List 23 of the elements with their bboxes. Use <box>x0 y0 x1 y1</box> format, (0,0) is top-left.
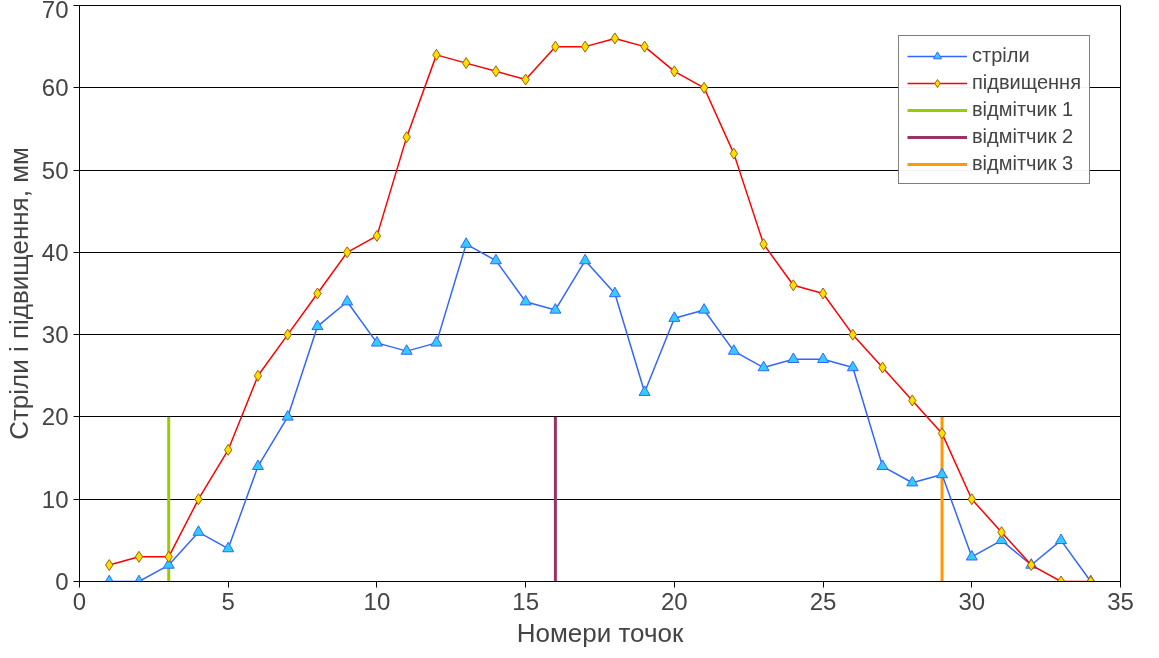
y-tick-label: 10 <box>41 485 69 513</box>
x-tick-label: 20 <box>661 587 688 615</box>
legend-label: відмітчик 2 <box>971 125 1074 148</box>
y-tick-label: 20 <box>41 403 69 431</box>
y-axis-title: Стріли і підвищення, мм <box>3 147 34 440</box>
y-tick-label: 60 <box>41 74 69 102</box>
x-tick-label: 10 <box>363 587 391 615</box>
x-tick-label: 0 <box>72 587 87 615</box>
x-tick-label: 5 <box>221 587 235 615</box>
y-tick-label: 0 <box>55 568 69 595</box>
y-tick-label: 40 <box>41 238 69 266</box>
legend-label: відмітчик 1 <box>971 98 1074 121</box>
x-tick-label: 30 <box>958 587 986 615</box>
x-tick-label: 15 <box>512 587 539 615</box>
x-tick-label: 35 <box>1107 587 1134 615</box>
x-axis-title: Номери точок <box>516 617 684 648</box>
legend-label: підвищення <box>971 71 1081 94</box>
legend-label: відмітчик 3 <box>971 152 1074 175</box>
y-tick-label: 70 <box>41 0 69 23</box>
x-tick-label: 25 <box>809 587 837 615</box>
y-tick-label: 50 <box>41 156 69 184</box>
legend-label: стріли <box>971 44 1030 67</box>
y-tick-label: 30 <box>41 321 69 349</box>
